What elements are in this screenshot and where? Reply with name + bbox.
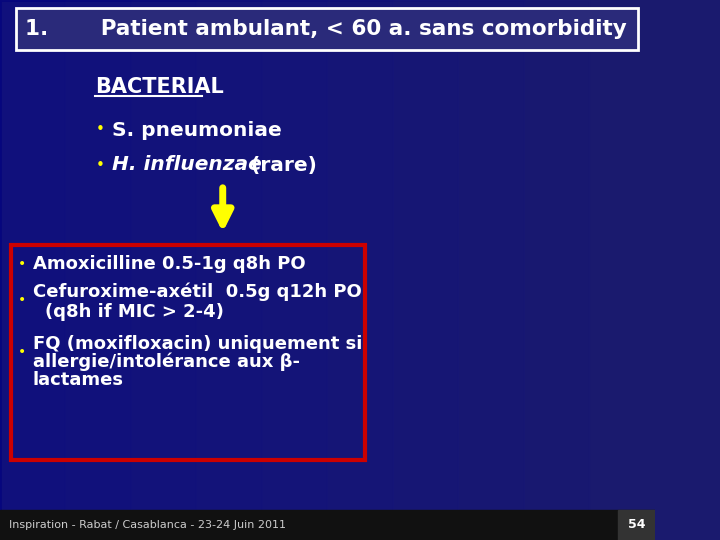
Text: lactames: lactames	[32, 371, 124, 389]
Bar	[0, 510, 654, 540]
Text: •: •	[96, 158, 104, 172]
Text: •: •	[96, 123, 104, 138]
Text: •: •	[18, 345, 27, 359]
Text: H. influenzae: H. influenzae	[112, 156, 261, 174]
Text: Cefuroxime-axétil  0.5g q12h PO: Cefuroxime-axétil 0.5g q12h PO	[32, 283, 361, 301]
Bar	[0, 0, 392, 540]
Text: FQ (moxifloxacin) uniquement si: FQ (moxifloxacin) uniquement si	[32, 335, 362, 353]
Text: BACTERIAL: BACTERIAL	[96, 77, 224, 97]
Text: •: •	[18, 293, 27, 307]
Text: 1.       Patient ambulant, < 60 a. sans comorbidity: 1. Patient ambulant, < 60 a. sans comorb…	[25, 19, 627, 39]
Bar	[618, 510, 654, 540]
Bar	[0, 0, 262, 540]
Text: (q8h if MIC > 2-4): (q8h if MIC > 2-4)	[45, 303, 225, 321]
Bar	[0, 0, 458, 540]
Bar	[0, 0, 523, 540]
Text: S. pneumoniae: S. pneumoniae	[112, 120, 282, 139]
Text: Amoxicilline 0.5-1g q8h PO: Amoxicilline 0.5-1g q8h PO	[32, 255, 305, 273]
Bar	[0, 0, 66, 540]
FancyBboxPatch shape	[17, 8, 638, 50]
Text: Inspiration - Rabat / Casablanca - 23-24 Juin 2011: Inspiration - Rabat / Casablanca - 23-24…	[9, 520, 286, 530]
Text: 54: 54	[628, 518, 645, 531]
Text: •: •	[18, 257, 27, 271]
FancyArrowPatch shape	[215, 188, 231, 225]
Bar	[0, 0, 197, 540]
Text: (rare): (rare)	[243, 156, 317, 174]
Bar	[0, 0, 131, 540]
Bar	[0, 0, 328, 540]
Text: allergie/intolérance aux β-: allergie/intolérance aux β-	[32, 353, 300, 372]
